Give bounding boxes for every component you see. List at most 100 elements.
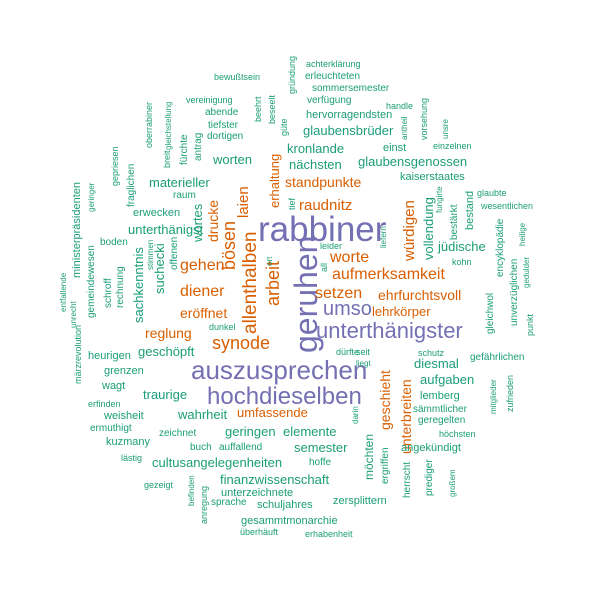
word-geringen: geringen xyxy=(225,424,276,439)
word-unterthaenigst: unterthänigst xyxy=(128,222,204,237)
word-einzelnen: einzelnen xyxy=(433,141,472,151)
word-fungirte: fungirte xyxy=(435,186,444,213)
word-lehrkoerper: lehrkörper xyxy=(372,304,431,319)
word-traurige: traurige xyxy=(143,387,188,402)
word-geregelten: geregelten xyxy=(418,415,466,426)
word-grenzen: grenzen xyxy=(104,365,144,377)
word-kaiserstaates: kaiserstaates xyxy=(400,171,465,183)
word-tiefster: tiefster xyxy=(208,120,239,131)
word-gesammtmonarchie: gesammtmonarchie xyxy=(241,515,338,527)
word-ministerpraesidenten: ministerpräsidenten xyxy=(71,182,83,278)
word-ehrfurchtsvoll: ehrfurchtsvoll xyxy=(378,287,462,303)
word-raum: raum xyxy=(173,190,196,201)
word-seit: seit xyxy=(356,347,371,357)
word-gepriesen: gepriesen xyxy=(110,146,120,186)
word-gleichstellung: gleichstellung xyxy=(164,101,173,150)
word-all: all xyxy=(319,262,329,272)
word-maerzrevolution: märzrevolution xyxy=(73,324,83,384)
word-vorsehung: vorsehung xyxy=(419,97,429,140)
word-dortigen: dortigen xyxy=(207,131,244,142)
word-antrag: antrag xyxy=(193,132,204,161)
word-cultusangelegenheiten: cultusangelegenheiten xyxy=(152,455,283,470)
word-liegt: liegt xyxy=(356,359,371,368)
word-handle: handle xyxy=(386,101,414,111)
word-punkt: punkt xyxy=(525,313,535,336)
word-unterzeichnete: unterzeichnete xyxy=(221,487,294,499)
word-standpunkte: standpunkte xyxy=(285,174,362,190)
word-glaubensbrueder: glaubensbrüder xyxy=(303,123,394,138)
word-schuljahres: schuljahres xyxy=(257,499,313,511)
word-sprache: sprache xyxy=(211,497,247,508)
word-duerfte: dürfte xyxy=(336,347,360,357)
word-kronlande: kronlande xyxy=(287,141,345,156)
word-weisheit: weisheit xyxy=(104,410,144,422)
word-gefaehrlichen: gefährlichen xyxy=(470,352,525,363)
word-grossem: großem xyxy=(448,469,457,497)
word-prediger: prediger xyxy=(424,459,435,496)
word-geschieht: geschieht xyxy=(377,370,393,430)
word-befinden: befinden xyxy=(187,475,196,506)
word-hoechsten: höchsten xyxy=(439,429,476,439)
word-drucke: drucke xyxy=(205,199,221,242)
word-diener: diener xyxy=(180,283,225,300)
word-erhaltung: erhaltung xyxy=(267,153,282,208)
word-moechten: möchten xyxy=(362,433,376,480)
word-bestand: bestand xyxy=(464,190,476,230)
word-ermuthigt: ermuthigt xyxy=(90,423,132,434)
word-mitglieder: mitglieder xyxy=(489,379,498,414)
word-fraglichen: fraglichen xyxy=(126,163,137,207)
word-synode: synode xyxy=(212,333,271,353)
word-boden: boden xyxy=(100,237,128,248)
word-oberrabiner: oberrabiner xyxy=(144,101,154,148)
word-unsre: unsre xyxy=(441,118,450,139)
word-saemmtlicher: sämmtlicher xyxy=(413,404,467,415)
word-wortes: wortes xyxy=(190,203,205,242)
word-heurigen: heurigen xyxy=(88,350,131,362)
word-ueberhaeuft: überhäuft xyxy=(240,527,279,537)
word-setzen: setzen xyxy=(315,285,363,302)
word-darin: darin xyxy=(351,406,360,424)
word-erwecken: erwecken xyxy=(133,207,181,219)
word-unterthaenigster: unterthänigster xyxy=(316,318,463,343)
word-kuzmany: kuzmany xyxy=(106,436,151,448)
word-herrscht: herrscht xyxy=(402,461,413,498)
word-wahrheit: wahrheit xyxy=(178,407,228,422)
word-ergriffen: ergriffen xyxy=(380,447,391,484)
word-zeichnet: zeichnet xyxy=(159,428,197,439)
word-materieller: materieller xyxy=(149,175,210,190)
word-glaubensgenossen: glaubensgenossen xyxy=(358,154,468,169)
word-aufgaben: aufgaben xyxy=(420,372,475,387)
word-hochdieselben: hochdieselben xyxy=(207,383,362,410)
word-auffallend: auffallend xyxy=(219,442,263,453)
word-gehen: gehen xyxy=(180,257,225,274)
word-ort: ort xyxy=(265,256,274,266)
word-diesmal: diesmal xyxy=(414,356,459,371)
word-buch: buch xyxy=(190,442,212,453)
word-rabbiner: rabbiner xyxy=(258,210,387,249)
word-antheil: antheil xyxy=(400,116,409,140)
word-zersplittern: zersplittern xyxy=(333,495,387,507)
word-schutz: schutz xyxy=(418,348,445,358)
word-breit: breit xyxy=(162,150,172,168)
word-heilige: heilige xyxy=(518,222,527,246)
word-glaubte: glaubte xyxy=(477,188,507,198)
word-allenthalben: allenthalben xyxy=(240,231,261,334)
word-guete: güte xyxy=(279,118,289,136)
word-wuerdigen: würdigen xyxy=(401,200,418,261)
word-naechsten: nächsten xyxy=(289,157,342,172)
word-finanzwissenschaft: finanzwissenschaft xyxy=(220,472,330,487)
word-hervorragendsten: hervorragendsten xyxy=(306,109,393,121)
word-entfallende: entfallende xyxy=(59,272,68,312)
word-sachkenntnis: sachkenntnis xyxy=(131,247,146,323)
word-lemberg: lemberg xyxy=(420,390,460,402)
word-schroff: schroff xyxy=(103,278,114,308)
word-aufmerksamkeit: aufmerksamkeit xyxy=(332,266,445,283)
word-gruendung: gründung xyxy=(287,55,297,94)
word-kohn: kohn xyxy=(452,257,472,267)
word-reglung: reglung xyxy=(145,325,192,341)
word-offenen: offenen xyxy=(169,236,180,270)
word-laien: laien xyxy=(235,186,252,218)
word-unverzueglichen: unverzüglichen xyxy=(509,258,520,326)
word-elemente: elemente xyxy=(283,424,337,439)
word-tief: tief xyxy=(287,197,297,210)
